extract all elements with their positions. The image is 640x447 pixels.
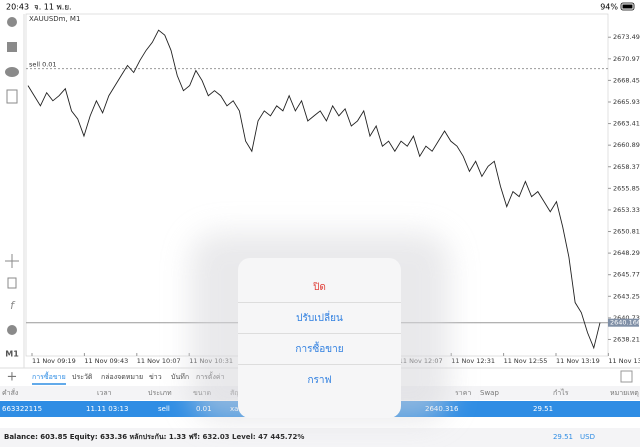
footer-bg: [0, 428, 640, 447]
action-item[interactable]: ปรับเปลี่ยน: [296, 310, 343, 324]
action-item[interactable]: กราฟ: [307, 375, 331, 386]
tab[interactable]: ประวัติ: [72, 373, 93, 381]
tab[interactable]: กล่องจดหมาย: [101, 373, 143, 381]
function-icon[interactable]: f: [10, 299, 16, 312]
y-tick-label: 2660.890: [613, 141, 640, 149]
currency: USD: [580, 433, 595, 441]
x-tick-label: 11 Nov 12:31: [451, 357, 495, 365]
price-label: 2640.166: [610, 319, 640, 327]
y-tick-label: 2640.730: [613, 314, 640, 322]
column-header: เวลา: [97, 389, 112, 397]
cell: sell: [158, 405, 170, 413]
y-tick-label: 2668.450: [613, 76, 640, 84]
x-tick-label: 11 Nov 13:43: [608, 357, 640, 365]
account-icon[interactable]: [7, 17, 17, 27]
y-tick-label: 2665.930: [613, 98, 640, 106]
order-label: sell 0.01: [29, 61, 57, 69]
tab[interactable]: ข่าว: [149, 373, 162, 381]
y-tick-label: 2638.210: [613, 335, 640, 343]
action-sheet-bg: [238, 258, 401, 418]
trade-icon[interactable]: [7, 42, 17, 52]
crosshair-icon[interactable]: [5, 254, 19, 268]
y-tick-label: 2663.410: [613, 120, 640, 128]
y-tick-label: 2645.770: [613, 271, 640, 279]
battery-icon: [620, 2, 635, 11]
indicator-icon[interactable]: [7, 277, 17, 289]
y-tick-label: 2650.810: [613, 228, 640, 236]
timeframe[interactable]: M1: [5, 350, 19, 359]
chart-title: XAUUSDm, M1: [29, 15, 80, 23]
x-tick-label: 11 Nov 09:19: [32, 357, 76, 365]
x-tick-label: 11 Nov 13:19: [556, 357, 600, 365]
column-header: Swap: [480, 389, 499, 397]
objects-icon[interactable]: [7, 325, 17, 335]
x-tick-label: 11 Nov 12:55: [504, 357, 548, 365]
battery-text: 94%: [600, 3, 618, 12]
column-header: ราคา: [455, 389, 471, 397]
y-tick-label: 2648.290: [613, 249, 640, 257]
date: จ. 11 พ.ย.: [34, 3, 72, 12]
column-header: หมายเหตุ: [610, 389, 639, 397]
price-tag: [608, 318, 639, 327]
tab[interactable]: บันทึก: [171, 372, 189, 381]
status-bar: 20:43 จ. 11 พ.ย. 94%: [6, 2, 635, 12]
action-item[interactable]: ปิด: [312, 282, 325, 293]
tab[interactable]: การซื้อขาย: [32, 370, 66, 381]
y-tick-label: 2655.850: [613, 184, 640, 192]
y-tick-label: 2670.970: [613, 55, 640, 63]
column-header: คำสั่ง: [2, 388, 18, 397]
account-summary: Balance: 603.85 Equity: 633.36 หลักประกั…: [4, 433, 304, 441]
x-tick-label: 11 Nov 10:07: [137, 357, 181, 365]
y-tick-label: 2643.250: [613, 292, 640, 300]
price-series: [27, 29, 601, 350]
add-button[interactable]: +: [7, 370, 18, 385]
column-header: ประเภท: [148, 389, 172, 397]
side-toolbar: f M1: [5, 17, 19, 359]
battery-level: [622, 4, 633, 9]
action-item[interactable]: การซื้อขาย: [295, 341, 343, 355]
cell: 11.11 03:13: [86, 405, 128, 413]
chat-icon[interactable]: [5, 67, 19, 77]
y-tick-label: 2673.490: [613, 33, 640, 41]
column-header: กำไร: [553, 388, 569, 397]
cell: 663322115: [2, 405, 42, 413]
total-profit: 29.51: [553, 433, 573, 441]
new-order-icon[interactable]: [6, 89, 18, 104]
clock: 20:43: [6, 3, 29, 12]
y-tick-label: 2658.370: [613, 163, 640, 171]
y-tick-label: 2653.330: [613, 206, 640, 214]
layout-icon[interactable]: [620, 370, 633, 383]
cell: 29.51: [533, 405, 553, 413]
x-tick-label: 11 Nov 09:43: [84, 357, 128, 365]
